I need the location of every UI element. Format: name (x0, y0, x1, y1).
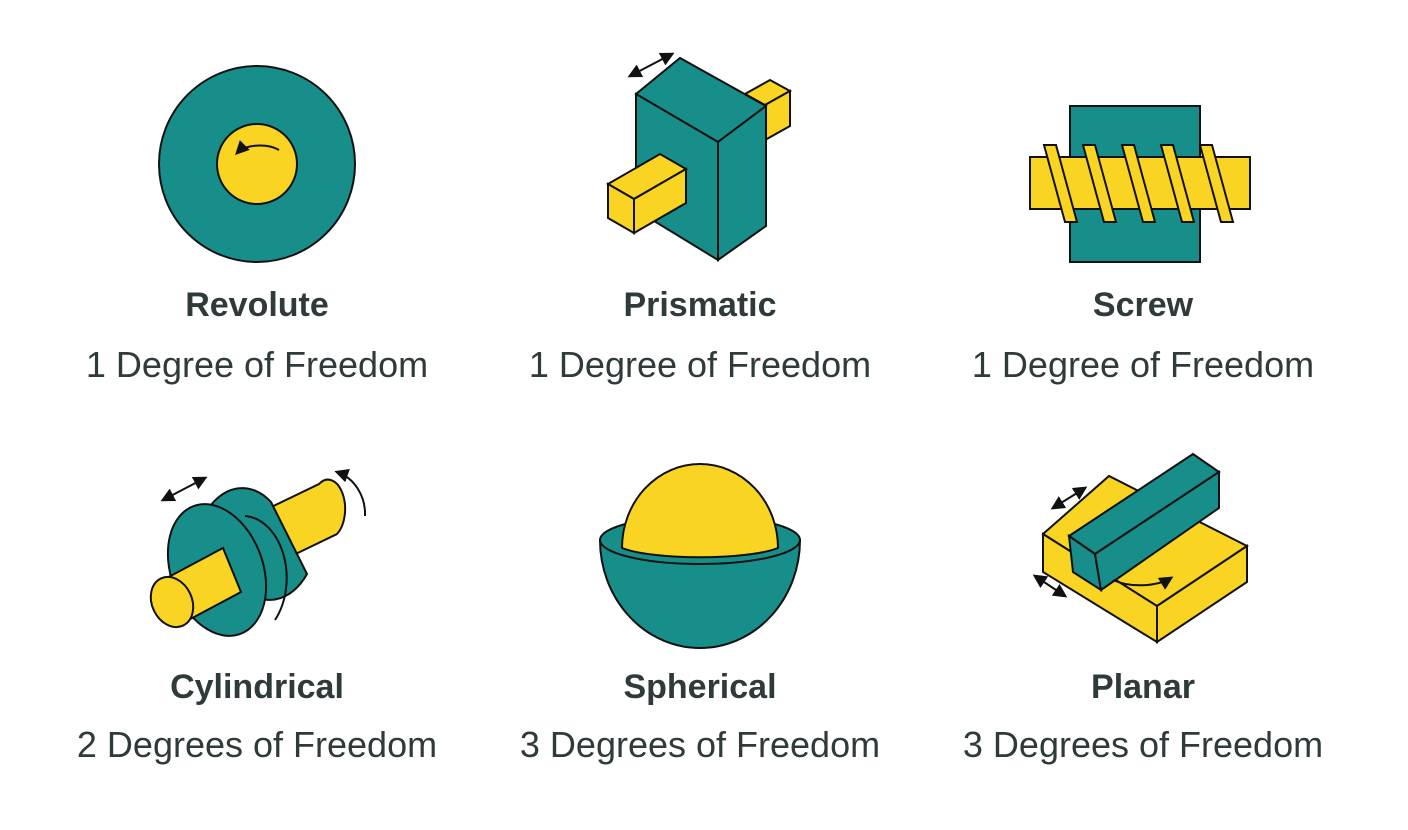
cylindrical-joint-icon (149, 469, 367, 637)
revolute-joint-icon (158, 65, 356, 263)
planar-joint-icon (1032, 452, 1249, 644)
joint-card-screw: Screw 1 Degree of Freedom (913, 50, 1373, 450)
joint-name: Revolute (185, 286, 329, 324)
joint-name: Cylindrical (170, 668, 344, 706)
joint-name: Planar (1091, 668, 1195, 706)
joint-card-spherical: Spherical 3 Degrees of Freedom (470, 430, 930, 830)
joint-dof: 1 Degree of Freedom (85, 344, 429, 385)
screw-joint-icon (1029, 105, 1251, 263)
joint-dof: 3 Degrees of Freedom (962, 724, 1324, 765)
prismatic-joint-icon (605, 52, 793, 262)
joint-name: Prismatic (623, 286, 777, 324)
joint-card-planar: Planar 3 Degrees of Freedom (913, 430, 1373, 830)
spherical-joint-icon (598, 463, 802, 649)
joint-dof: 3 Degrees of Freedom (519, 724, 881, 765)
joint-dof: 1 Degree of Freedom (971, 344, 1315, 385)
joint-card-revolute: Revolute 1 Degree of Freedom (27, 50, 487, 450)
joint-dof: 1 Degree of Freedom (528, 344, 872, 385)
joint-dof: 2 Degrees of Freedom (76, 724, 438, 765)
joint-name: Screw (1092, 286, 1194, 324)
joint-card-prismatic: Prismatic 1 Degree of Freedom (470, 50, 930, 450)
joint-name: Spherical (623, 668, 777, 706)
joint-card-cylindrical: Cylindrical 2 Degrees of Freedom (27, 430, 487, 830)
